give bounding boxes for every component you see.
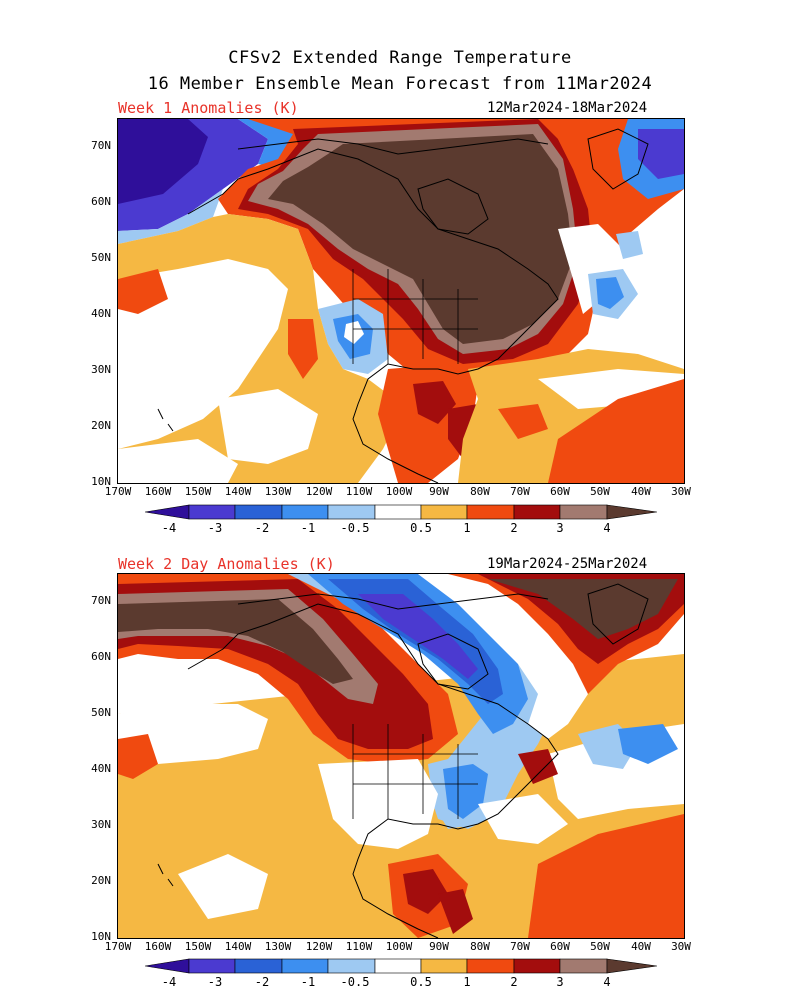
colorbar-swatch <box>420 958 468 974</box>
colorbar-swatch <box>144 958 190 974</box>
panel-2-label: Week 2 Day Anomalies (K) <box>118 555 335 573</box>
colorbar-label: -1 <box>300 975 316 989</box>
colorbar-label: -1 <box>300 521 316 535</box>
colorbar-swatch <box>420 504 468 520</box>
lat-label: 60N <box>91 195 111 208</box>
colorbar-swatch <box>606 958 658 974</box>
lon-label: 80W <box>470 485 490 498</box>
colorbar-swatch <box>374 504 422 520</box>
panel-1-dates: 12Mar2024-18Mar2024 <box>487 100 648 116</box>
lon-label: 170W <box>104 485 132 498</box>
colorbar-label: -2 <box>254 975 270 989</box>
lat-label: 10N <box>91 930 111 943</box>
lon-label: 50W <box>590 940 610 953</box>
lon-label: 120W <box>305 485 333 498</box>
lon-label: 80W <box>470 940 490 953</box>
colorbar-swatch <box>188 504 236 520</box>
map-week-1 <box>117 118 685 484</box>
lon-label: 150W <box>184 940 212 953</box>
lon-label: 160W <box>144 940 172 953</box>
lat-label: 70N <box>91 594 111 607</box>
colorbar-label: 3 <box>556 975 564 989</box>
colorbar-swatch <box>374 958 422 974</box>
lat-label: 40N <box>91 307 111 320</box>
colorbar-swatch <box>559 504 608 520</box>
title-line-2: 16 Member Ensemble Mean Forecast from 11… <box>147 74 653 94</box>
colorbar-label: -0.5 <box>340 521 370 535</box>
lat-label: 60N <box>91 650 111 663</box>
lat-label: 30N <box>91 363 111 376</box>
colorbar-swatch <box>466 504 515 520</box>
lon-label: 130W <box>264 940 292 953</box>
colorbar-label: -3 <box>207 975 223 989</box>
colorbar-label: 0.5 <box>410 521 432 535</box>
panel-1-label: Week 1 Anomalies (K) <box>118 99 299 117</box>
colorbar-swatch <box>327 504 376 520</box>
lon-label: 110W <box>345 485 373 498</box>
lat-label: 30N <box>91 818 111 831</box>
colorbar-swatch <box>466 958 515 974</box>
colorbar-label: -3 <box>207 521 223 535</box>
lon-label: 40W <box>631 485 651 498</box>
lon-label: 110W <box>345 940 373 953</box>
colorbar-swatch <box>281 504 329 520</box>
colorbar-swatch <box>327 958 376 974</box>
lat-label: 20N <box>91 874 111 887</box>
colorbar-label: 2 <box>510 975 518 989</box>
lon-label: 70W <box>510 940 530 953</box>
colorbar-label: 0.5 <box>410 975 432 989</box>
colorbar-label: -4 <box>161 975 177 989</box>
map-week-2 <box>117 573 685 939</box>
colorbar-swatch <box>234 958 283 974</box>
colorbar-swatch <box>234 504 283 520</box>
colorbar-label: 4 <box>603 521 611 535</box>
lon-label: 90W <box>429 940 449 953</box>
lon-label: 140W <box>224 485 252 498</box>
lat-label: 50N <box>91 706 111 719</box>
lon-label: 30W <box>671 485 691 498</box>
lon-label: 100W <box>385 485 413 498</box>
title-line-1: CFSv2 Extended Range Temperature <box>228 48 572 68</box>
lat-label: 70N <box>91 139 111 152</box>
lon-label: 140W <box>224 940 252 953</box>
lon-label: 30W <box>671 940 691 953</box>
colorbar-swatch <box>513 958 561 974</box>
colorbar-swatch <box>188 958 236 974</box>
colorbar-label: -2 <box>254 521 270 535</box>
lat-label: 40N <box>91 762 111 775</box>
lat-label: 10N <box>91 475 111 488</box>
colorbar-label: -4 <box>161 521 177 535</box>
lon-label: 160W <box>144 485 172 498</box>
lon-label: 50W <box>590 485 610 498</box>
lon-label: 120W <box>305 940 333 953</box>
colorbar-label: 3 <box>556 521 564 535</box>
colorbar-label: 2 <box>510 521 518 535</box>
colorbar-1 <box>144 503 658 525</box>
panel-2-dates: 19Mar2024-25Mar2024 <box>487 556 648 572</box>
lon-label: 100W <box>385 940 413 953</box>
lon-label: 170W <box>104 940 132 953</box>
lon-label: 40W <box>631 940 651 953</box>
lon-label: 130W <box>264 485 292 498</box>
lon-label: 60W <box>550 940 570 953</box>
colorbar-label: -0.5 <box>340 975 370 989</box>
colorbar-swatch <box>606 504 658 520</box>
colorbar-2 <box>144 957 658 979</box>
colorbar-swatch <box>144 504 190 520</box>
colorbar-label: 1 <box>463 521 471 535</box>
colorbar-swatch <box>559 958 608 974</box>
colorbar-label: 4 <box>603 975 611 989</box>
lon-label: 70W <box>510 485 530 498</box>
lat-label: 20N <box>91 419 111 432</box>
colorbar-swatch <box>281 958 329 974</box>
lon-label: 90W <box>429 485 449 498</box>
colorbar-label: 1 <box>463 975 471 989</box>
lon-label: 150W <box>184 485 212 498</box>
lon-label: 60W <box>550 485 570 498</box>
lat-label: 50N <box>91 251 111 264</box>
colorbar-swatch <box>513 504 561 520</box>
